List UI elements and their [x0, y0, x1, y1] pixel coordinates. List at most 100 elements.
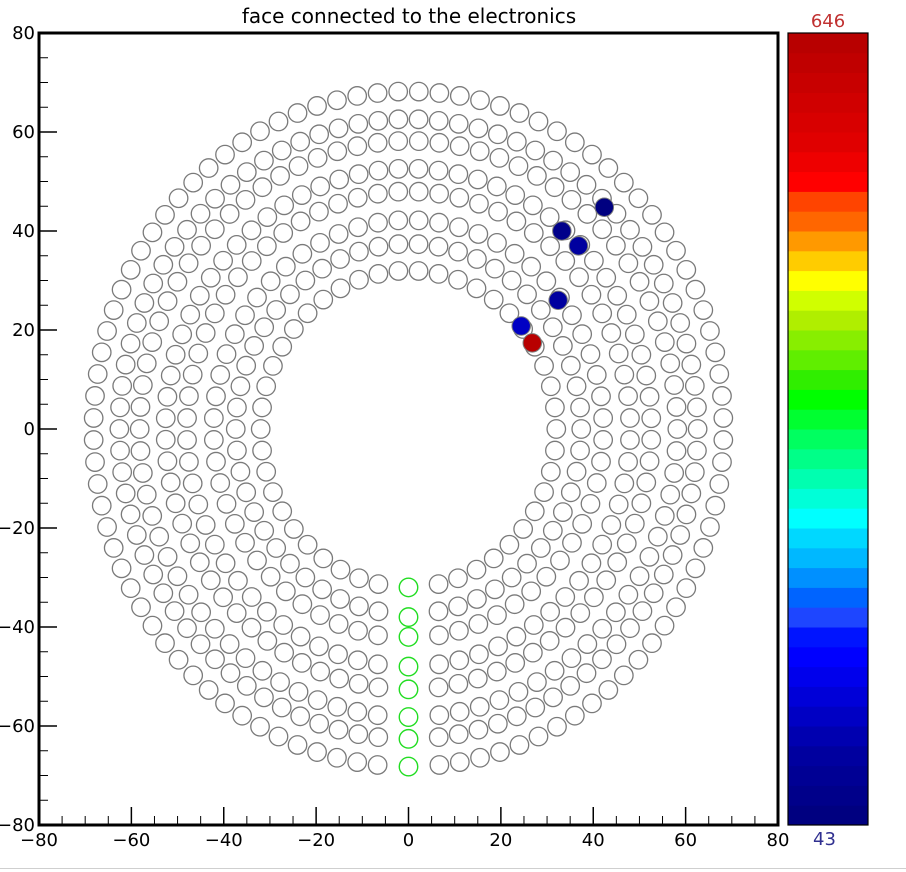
- detector-cell: [521, 256, 542, 277]
- colorbar-band: [788, 132, 868, 153]
- detector-cell: [560, 482, 581, 503]
- detector-cell: [283, 319, 304, 339]
- detector-cell: [618, 253, 639, 274]
- detector-cell: [179, 451, 199, 472]
- detector-cell: [566, 461, 587, 482]
- detector-cell: [467, 249, 487, 269]
- detector-cell: [428, 677, 449, 698]
- colorbar-band: [788, 52, 868, 74]
- detector-cell: [328, 193, 348, 214]
- detector-cell: [368, 601, 389, 622]
- detector-cell: [256, 601, 277, 622]
- detector-cell: [220, 174, 241, 195]
- detector-cell: [206, 451, 226, 472]
- colorbar-band: [788, 270, 868, 291]
- detector-cell: [636, 365, 657, 386]
- detector-cell: [327, 141, 348, 162]
- detector-cell: [499, 303, 520, 324]
- colorbar-band: [788, 389, 868, 410]
- detector-cell: [685, 558, 706, 579]
- detector-cell: [620, 219, 640, 240]
- detector-cell: [522, 195, 543, 216]
- colorbar-band: [788, 191, 868, 212]
- detector-cell: [307, 742, 327, 762]
- y-tick-label: −40: [0, 617, 35, 638]
- detector-cell: [489, 147, 510, 168]
- detector-cell: [348, 217, 368, 238]
- detector-cell: [561, 648, 582, 669]
- detector-cell: [126, 525, 147, 545]
- detector-cell: [367, 755, 388, 775]
- detector-cell: [236, 162, 257, 182]
- detector-cell: [540, 376, 561, 397]
- detector-cell: [499, 534, 520, 555]
- detector-cell: [227, 440, 247, 461]
- detector-cell: [693, 300, 714, 320]
- detector-cell: [653, 273, 674, 294]
- hit-cell: [522, 333, 543, 353]
- detector-cell: [641, 429, 662, 450]
- detector-cell: [142, 506, 163, 526]
- detector-cell: [687, 440, 707, 461]
- detector-cell: [348, 113, 369, 134]
- detector-cell: [467, 169, 488, 190]
- detector-cell: [307, 96, 327, 116]
- detector-cell: [676, 504, 697, 525]
- detector-cell: [632, 601, 653, 622]
- detector-cell: [584, 587, 604, 608]
- detector-cell: [448, 596, 468, 617]
- detector-cell: [570, 397, 590, 418]
- detector-cell: [213, 587, 233, 608]
- detector-cell: [547, 716, 567, 737]
- detector-cell: [288, 156, 309, 177]
- detector-cell: [215, 553, 236, 574]
- detector-cell: [408, 261, 429, 281]
- detector-cell: [448, 113, 469, 134]
- footer-divider: [0, 868, 906, 869]
- hit-cell: [548, 290, 568, 311]
- detector-cell: [566, 376, 587, 397]
- detector-cell: [230, 461, 251, 482]
- detector-cell: [97, 321, 117, 341]
- detector-cell: [287, 735, 308, 755]
- detector-cell: [539, 631, 560, 651]
- colorbar-band: [788, 72, 868, 93]
- detector-cell: [142, 222, 163, 243]
- colorbar-band: [788, 349, 868, 371]
- detector-cell: [168, 649, 189, 670]
- x-tick-label: 40: [582, 830, 605, 851]
- detector-cell: [616, 533, 637, 554]
- detector-cell: [226, 603, 247, 623]
- detector-cell: [313, 548, 334, 569]
- colorbar-band: [788, 231, 868, 252]
- detector-cell: [178, 584, 199, 605]
- detector-cell: [328, 719, 349, 740]
- detector-cell: [572, 324, 593, 345]
- detector-cell: [91, 342, 112, 363]
- detector-cell: [83, 430, 104, 450]
- detector-cell: [654, 506, 675, 526]
- detector-cell: [291, 185, 312, 205]
- detector-cell: [283, 519, 304, 539]
- detector-cell: [586, 365, 607, 385]
- detector-cell: [310, 661, 331, 682]
- detector-cell: [177, 618, 197, 639]
- detector-cell: [581, 284, 602, 305]
- colorbar-frame: [787, 32, 869, 826]
- detector-cell: [490, 96, 510, 116]
- colorbar-band: [788, 330, 868, 351]
- detector-cell: [236, 676, 257, 696]
- detector-cell: [509, 735, 530, 755]
- detector-cell: [263, 356, 283, 376]
- detector-cell: [295, 567, 316, 588]
- detector-cell: [470, 747, 490, 768]
- detector-cell: [593, 408, 614, 428]
- detector-cell: [631, 493, 652, 514]
- detector-cell: [591, 451, 611, 472]
- detector-cell: [629, 271, 650, 292]
- detector-cell: [167, 271, 188, 292]
- colorbar-band: [788, 646, 868, 668]
- detector-cell: [348, 164, 369, 185]
- detector-cell: [629, 566, 650, 587]
- detector-cell: [570, 440, 590, 461]
